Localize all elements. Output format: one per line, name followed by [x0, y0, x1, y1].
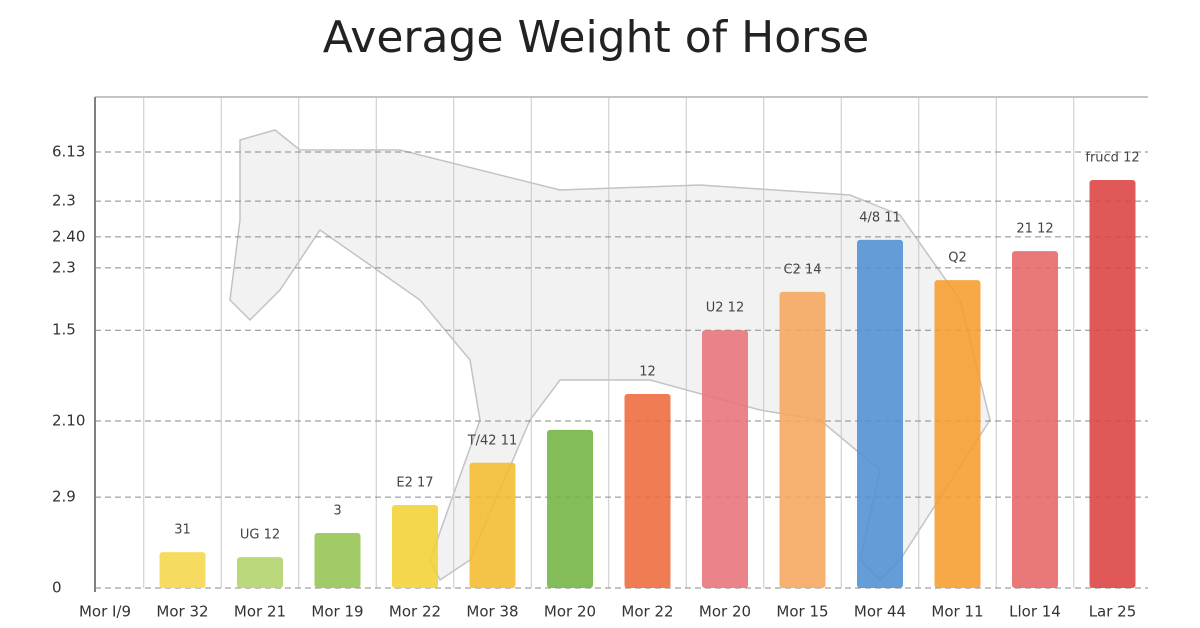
x-tick-label: Mor 44 [854, 603, 906, 621]
bar-annotation: 4/8 11 [859, 210, 901, 225]
y-tick-label: 2.3 [52, 192, 76, 210]
x-tick-label: Mor 19 [311, 603, 363, 621]
x-tick-label: Mor 22 [389, 603, 441, 621]
bar [392, 505, 438, 588]
y-tick-label: 2.40 [52, 227, 85, 245]
y-tick-label: 2.10 [52, 412, 85, 430]
bar [237, 557, 283, 588]
bar [857, 239, 903, 589]
y-tick-label: 6.13 [52, 142, 85, 160]
x-tick-label: Mor 21 [234, 603, 286, 621]
x-tick-label: Mor 11 [931, 603, 983, 621]
bar-annotation: C2 14 [783, 262, 821, 277]
bar-annotation: Q2 [948, 251, 967, 266]
bar [469, 462, 516, 588]
bar-annotation: 12 [639, 365, 656, 380]
bar [624, 394, 671, 588]
bar [314, 533, 361, 588]
bar-annotation: T/42 11 [467, 433, 518, 448]
x-tick-label: Llor 14 [1009, 603, 1061, 621]
bar-annotation: U2 12 [706, 301, 744, 316]
bar [779, 291, 826, 588]
bar [702, 330, 748, 588]
x-tick-label: Mor 22 [621, 603, 673, 621]
bar-annotation: 3 [333, 504, 341, 519]
bar [1089, 179, 1136, 588]
bar-annotation: E2 17 [396, 476, 433, 491]
bar [547, 429, 593, 588]
bar-annotation: 21 12 [1016, 222, 1053, 237]
x-tick-label: Mor 15 [776, 603, 828, 621]
bar-annotation: 31 [174, 523, 191, 538]
x-tick-label: Lar 25 [1089, 603, 1137, 621]
x-tick-label: Mor I/9 [79, 603, 131, 621]
y-tick-label: 2.3 [52, 258, 76, 276]
x-tick-label: Mor 20 [699, 603, 751, 621]
bar [159, 552, 206, 588]
x-tick-label: Mor 32 [156, 603, 208, 621]
horse-illustration [229, 129, 991, 582]
bar-annotation: frucd 12 [1085, 150, 1139, 165]
y-tick-label: 0 [52, 579, 62, 597]
bar [1012, 251, 1058, 588]
x-tick-label: Mor 20 [544, 603, 596, 621]
bar-annotation: UG 12 [240, 528, 280, 543]
bar [934, 280, 981, 588]
y-tick-label: 2.9 [52, 488, 76, 506]
x-tick-label: Mor 38 [466, 603, 518, 621]
chart-title: Average Weight of Horse [323, 12, 869, 63]
y-tick-label: 1.5 [52, 321, 76, 339]
